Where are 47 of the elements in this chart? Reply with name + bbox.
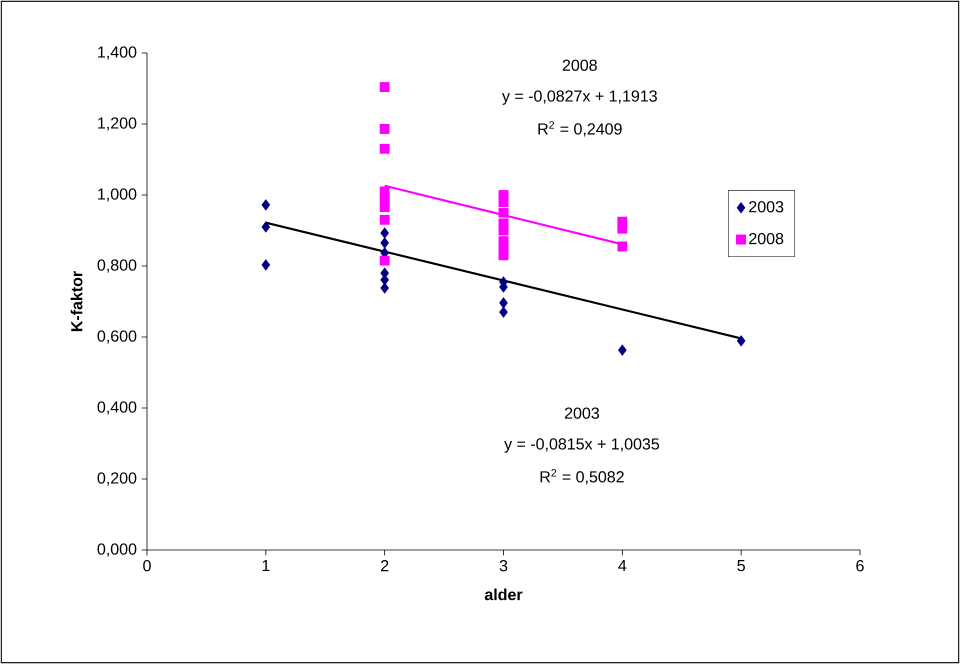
legend-label: 2003 — [749, 201, 784, 212]
point — [262, 199, 270, 211]
point — [736, 335, 746, 347]
point — [380, 144, 390, 154]
annotation: 2003 — [564, 407, 600, 419]
legend-label: 2008 — [749, 232, 784, 244]
point — [380, 256, 390, 266]
x-tick-label: 0 — [143, 560, 151, 572]
point — [499, 297, 508, 309]
y-tick-label: 1,400 — [98, 46, 136, 60]
point — [380, 124, 390, 134]
x-tick-label: 2 — [381, 560, 388, 572]
point — [380, 282, 389, 294]
y-axis-title: K-faktor — [70, 271, 82, 332]
annotation: y = -0,0815x + 1,0035 — [504, 438, 660, 453]
y-tick-label: 1,200 — [98, 117, 136, 131]
point — [380, 82, 390, 92]
annotation: R$^{2}$ = 0,2409 — [538, 121, 622, 136]
point — [380, 202, 390, 212]
y-tick-label: 0,600 — [98, 330, 136, 344]
y-tick-label: 0,200 — [98, 472, 136, 486]
y-tick-label: 0,800 — [98, 259, 136, 273]
annotation: 2008 — [562, 60, 597, 71]
point — [498, 197, 508, 208]
x-tick-label: 4 — [618, 560, 626, 572]
x-tick-label: 6 — [856, 560, 864, 572]
annotation: R$^{2}$ = 0,5082 — [540, 469, 624, 484]
point — [498, 208, 508, 218]
x-tick-label: 1 — [262, 560, 270, 572]
point — [499, 306, 508, 318]
point — [498, 226, 508, 236]
y-tick-label: 1,000 — [98, 188, 136, 202]
point — [262, 259, 270, 271]
x-tick-label: 5 — [737, 560, 745, 572]
annotation: y = -0,0827x + 1,1913 — [502, 90, 657, 105]
point — [617, 242, 628, 252]
point — [498, 250, 508, 260]
y-tick-label: 0,000 — [98, 543, 136, 557]
x-axis-title: alder — [484, 588, 522, 600]
point — [380, 237, 389, 249]
point — [380, 214, 390, 225]
point — [262, 221, 270, 233]
point — [618, 344, 627, 356]
point — [617, 224, 628, 234]
x-tick-label: 3 — [500, 560, 508, 572]
point — [380, 227, 389, 239]
y-tick-label: 0,400 — [98, 401, 136, 415]
